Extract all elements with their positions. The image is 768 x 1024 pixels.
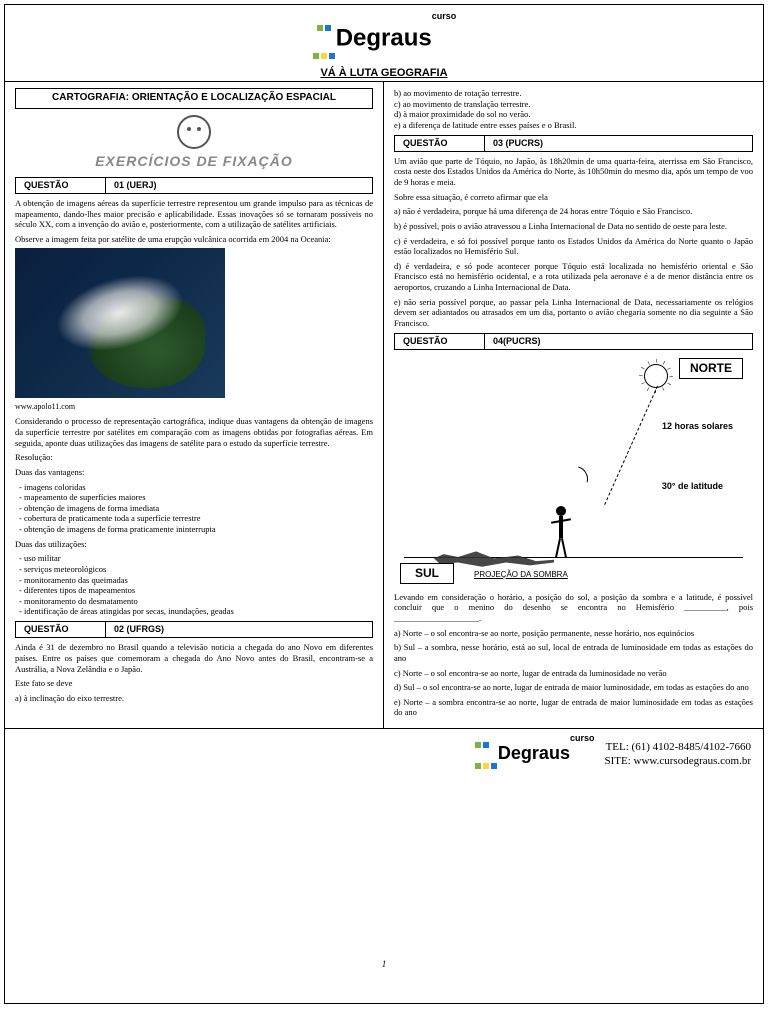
left-column: CARTOGRAFIA: ORIENTAÇÃO E LOCALIZAÇÃO ES… <box>5 82 384 728</box>
sun-ray <box>604 386 658 505</box>
list-item: - monitoramento do desmatamento <box>19 596 373 607</box>
q2-opt-d: d) à maior proximidade do sol no verão. <box>394 109 753 120</box>
q2-opt-e: e) a diferença de latitude entre esses p… <box>394 120 753 131</box>
satellite-image <box>15 248 225 398</box>
q4-code: 04(PUCRS) <box>485 334 549 349</box>
banner-text: EXERCÍCIOS DE FIXAÇÃO <box>95 153 293 169</box>
label-12h: 12 horas solares <box>662 421 733 432</box>
sul-label: SUL <box>400 563 454 584</box>
page-container: Degrauscurso VÁ À LUTA GEOGRAFIA CARTOGR… <box>4 4 764 1004</box>
question-header-3: QUESTÃO 03 (PUCRS) <box>394 135 753 152</box>
q1-code: 01 (UERJ) <box>106 178 165 193</box>
q3-opt-b: b) é possível, pois o avião atravessou a… <box>394 221 753 232</box>
q2-opt-b: b) ao movimento de rotação terrestre. <box>394 88 753 99</box>
q4-opt-e: e) Norte – a sombra encontra-se ao norte… <box>394 697 753 718</box>
right-column: b) ao movimento de rotação terrestre. c)… <box>384 82 763 728</box>
q-label: QUESTÃO <box>395 334 485 349</box>
footer-site: SITE: www.cursodegraus.com.br <box>604 754 751 768</box>
footer-logo: Degrauscurso <box>474 733 595 775</box>
page-footer: Degrauscurso TEL: (61) 4102-8485/4102-76… <box>5 728 763 779</box>
content-columns: CARTOGRAFIA: ORIENTAÇÃO E LOCALIZAÇÃO ES… <box>5 82 763 728</box>
q-label: QUESTÃO <box>16 178 106 193</box>
q1-vantagens-list: - imagens coloridas - mapeamento de supe… <box>15 482 373 535</box>
norte-label: NORTE <box>679 358 743 379</box>
list-item: - uso militar <box>19 553 373 564</box>
list-item: - mapeamento de superfícies maiores <box>19 492 373 503</box>
brand-name: Degraus <box>336 24 432 51</box>
list-item: - serviços meteorológicos <box>19 564 373 575</box>
q3-opt-c: c) é verdadeira, e só foi possível porqu… <box>394 236 753 257</box>
list-item: - diferentes tipos de mapeamentos <box>19 585 373 596</box>
q1-util-list: - uso militar - serviços meteorológicos … <box>15 553 373 617</box>
list-item: - monitoramento das queimadas <box>19 575 373 586</box>
brand-name-footer: Degraus <box>498 743 570 763</box>
sun-icon <box>644 364 668 388</box>
q4-opt-d: d) Sul – o sol encontra-se ao norte, lug… <box>394 682 753 693</box>
q1-text3: Considerando o processo de representação… <box>15 416 373 448</box>
brand-tagline: curso <box>432 11 457 21</box>
exercises-banner: EXERCÍCIOS DE FIXAÇÃO <box>15 115 373 171</box>
page-number: 1 <box>382 959 387 969</box>
list-item: - identificação de áreas atingidas por s… <box>19 606 373 617</box>
label-30deg: 30° de latitude <box>662 481 723 492</box>
q2-text2: Este fato se deve <box>15 678 373 689</box>
q4-text1: Levando em consideração o horário, a pos… <box>394 592 753 624</box>
list-item: - imagens coloridas <box>19 482 373 493</box>
q1-text1: A obtenção de imagens aéreas da superfíc… <box>15 198 373 230</box>
q3-code: 03 (PUCRS) <box>485 136 551 151</box>
list-item: - obtenção de imagens de forma imediata <box>19 503 373 514</box>
q3-opt-e: e) não seria possível porque, ao passar … <box>394 297 753 329</box>
q-label: QUESTÃO <box>395 136 485 151</box>
angle-arc <box>557 461 593 497</box>
q3-opt-a: a) não é verdadeira, porque há uma difer… <box>394 206 753 217</box>
logo-squares-icon <box>474 733 498 775</box>
q1-text2: Observe a imagem feita por satélite de u… <box>15 234 373 245</box>
q2-opt-c: c) ao movimento de translação terrestre. <box>394 99 753 110</box>
logo-squares-icon <box>312 11 336 67</box>
brand-logo: Degrauscurso <box>5 11 763 67</box>
footer-tel: TEL: (61) 4102-8485/4102-7660 <box>604 740 751 754</box>
question-header-2: QUESTÃO 02 (UFRGS) <box>15 621 373 638</box>
q-label: QUESTÃO <box>16 622 106 637</box>
q1-util-label: Duas das utilizações: <box>15 539 373 550</box>
q2-code: 02 (UFRGS) <box>106 622 172 637</box>
question-header-1: QUESTÃO 01 (UERJ) <box>15 177 373 194</box>
question-header-4: QUESTÃO 04(PUCRS) <box>394 333 753 350</box>
q2-opt-a: a) à inclinação do eixo terrestre. <box>15 693 373 704</box>
q3-opt-d: d) é verdadeira, e só pode acontecer por… <box>394 261 753 293</box>
brand-tagline-footer: curso <box>570 733 595 743</box>
list-item: - cobertura de praticamente toda a super… <box>19 513 373 524</box>
q4-opt-a: a) Norte – o sol encontra-se ao norte, p… <box>394 628 753 639</box>
image-caption: www.apolo11.com <box>15 402 373 412</box>
person-figure <box>549 506 573 558</box>
page-header: Degrauscurso VÁ À LUTA GEOGRAFIA <box>5 5 763 82</box>
face-icon <box>177 115 211 149</box>
footer-contact: TEL: (61) 4102-8485/4102-7660 SITE: www.… <box>604 740 751 769</box>
q3-text2: Sobre essa situação, é correto afirmar q… <box>394 192 753 203</box>
q1-res-label: Resolução: <box>15 452 373 463</box>
proj-label: PROJEÇÃO DA SOMBRA <box>474 570 568 580</box>
q3-text1: Um avião que parte de Tóquio, no Japão, … <box>394 156 753 188</box>
q2-text1: Ainda é 31 de dezembro no Brasil quando … <box>15 642 373 674</box>
section-title: CARTOGRAFIA: ORIENTAÇÃO E LOCALIZAÇÃO ES… <box>15 88 373 109</box>
q4-opt-b: b) Sul – a sombra, nesse horário, está a… <box>394 642 753 663</box>
list-item: - obtenção de imagens de forma praticame… <box>19 524 373 535</box>
header-subtitle: VÁ À LUTA GEOGRAFIA <box>5 67 763 79</box>
q4-opt-c: c) Norte – o sol encontra-se ao norte, l… <box>394 668 753 679</box>
shadow-diagram: NORTE 12 horas solares 30° de latitude S… <box>394 356 753 586</box>
q1-vant-label: Duas das vantagens: <box>15 467 373 478</box>
